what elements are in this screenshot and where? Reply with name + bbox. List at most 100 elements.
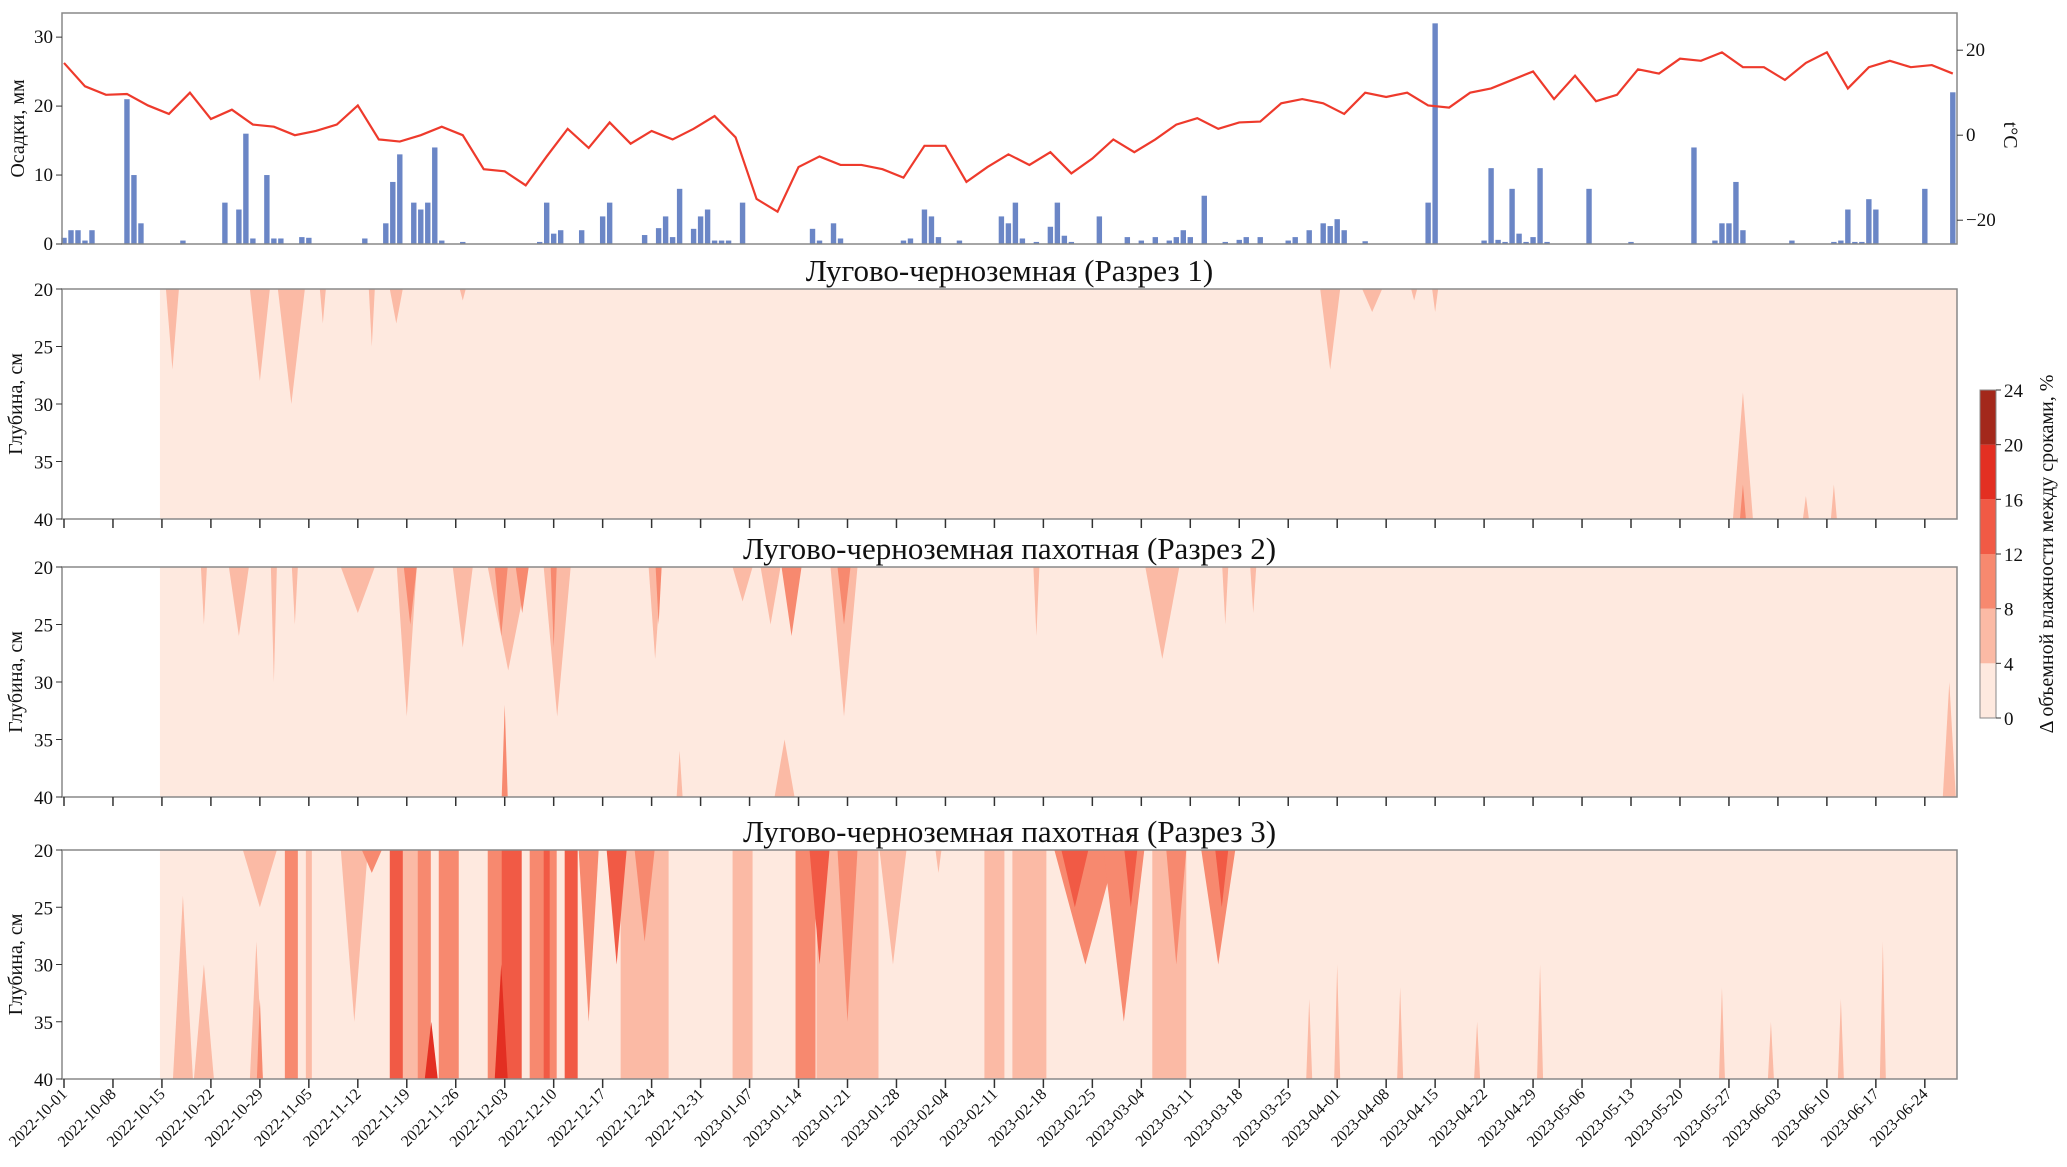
precipitation-bar <box>1173 237 1179 244</box>
heatmap-contour <box>1320 289 1341 370</box>
heatmap-contour <box>655 567 662 625</box>
top-panel-frame <box>61 12 1958 245</box>
precipitation-bar <box>1537 168 1543 244</box>
heatmap-contour <box>935 850 942 873</box>
heatmap-contour <box>228 567 249 636</box>
precipitation-bar <box>669 237 676 244</box>
heatmap-contour <box>1334 964 1341 1079</box>
ytick-label: 40 <box>34 788 53 809</box>
precipitation-bar <box>697 216 704 244</box>
precipitation-bar <box>1544 241 1550 244</box>
heatmap-contour <box>543 567 571 717</box>
precipitation-bar <box>397 154 403 244</box>
precipitation-bar <box>809 228 816 244</box>
ytick-label: 30 <box>34 395 53 416</box>
precipitation-bar <box>68 230 74 244</box>
ylabel-depth: Глубина, см <box>5 353 27 455</box>
heatmap-contour <box>1012 850 1047 1079</box>
precipitation-bar <box>1005 223 1012 244</box>
precipitation-bar <box>411 202 417 244</box>
precipitation-bar <box>1068 241 1075 244</box>
temperature-line <box>63 50 1954 214</box>
precipitation-bar <box>837 238 844 244</box>
precipitation-bar <box>250 238 256 244</box>
precipitation-bar <box>299 237 305 244</box>
heatmap-background <box>159 567 1958 797</box>
heatmap-contour <box>284 850 298 1079</box>
precipitation-bar <box>1425 202 1431 244</box>
heatmap-contour <box>368 289 375 347</box>
precipitation-bar <box>61 237 67 244</box>
precipitation-bar <box>432 147 438 244</box>
heatmap-contour <box>1830 484 1837 519</box>
precipitation-bar <box>1845 209 1851 244</box>
heatmap-contour <box>1942 682 1956 797</box>
heatmap-contour <box>361 850 382 873</box>
heatmap-contour <box>389 289 403 324</box>
heatmap-contour <box>1837 998 1844 1079</box>
precipitation-bar <box>739 202 746 244</box>
heatmap-contour <box>676 751 683 797</box>
heatmap-contour <box>837 850 858 1022</box>
heatmap-background <box>159 289 1958 519</box>
heatmap-contour <box>1103 850 1145 1022</box>
ytick-right-label: 0 <box>1966 125 1976 146</box>
precipitation-bar <box>1222 241 1228 244</box>
colorbar-segment <box>1980 390 1996 445</box>
precipitation-bar <box>690 228 697 244</box>
colorbar-tick-label: 8 <box>2004 600 2014 621</box>
heatmap-contour <box>1879 941 1886 1079</box>
precipitation-bar <box>124 99 130 244</box>
heatmap-contour <box>781 567 802 636</box>
precipitation-bar <box>1306 230 1312 244</box>
ytick-left-label: 30 <box>34 27 53 48</box>
ylabel-precipitation: Осадки, мм <box>7 79 29 178</box>
precipitation-bar <box>1950 92 1956 244</box>
heatmap-contour <box>1061 850 1089 908</box>
precipitation-bar <box>1201 195 1207 244</box>
heatmap-contour <box>606 850 627 965</box>
precipitation-bar <box>236 209 242 244</box>
ytick-label: 25 <box>34 616 53 637</box>
precipitation-bar <box>1859 241 1865 244</box>
precipitation-bar <box>243 133 249 244</box>
precipitation-bar <box>1873 209 1879 244</box>
precipitation-bar <box>278 238 284 244</box>
heatmap-panel-1: 20 25 30 35 40 Глубина, см Лугово-черноземная … <box>5 253 1958 531</box>
heatmap-contour <box>620 850 669 1079</box>
colorbar-tick-label: 16 <box>2004 490 2023 511</box>
precipitation-bar <box>1586 188 1592 244</box>
precipitation-bar <box>460 241 466 244</box>
heatmap-contour <box>795 850 816 1079</box>
heatmap-contour <box>732 567 753 602</box>
precipitation-bar <box>1733 181 1739 244</box>
heatmap-contour <box>1306 998 1313 1079</box>
precipitation-bar <box>1180 230 1186 244</box>
precipitation-bar <box>75 230 81 244</box>
heatmap-contour <box>459 289 466 301</box>
heatmap-contour <box>543 850 550 1079</box>
colorbar-segment <box>1980 554 1996 609</box>
precipitation-bar <box>536 241 543 244</box>
precipitation-bar <box>1838 240 1844 244</box>
precipitation-bar <box>1502 241 1508 244</box>
precipitation-bar <box>1922 188 1928 244</box>
precipitation-bar <box>998 216 1005 244</box>
heatmap-contour <box>578 850 599 1022</box>
heatmap-contour <box>1397 987 1404 1079</box>
ytick-label: 25 <box>34 898 53 919</box>
precipitation-bar <box>1243 237 1249 244</box>
heatmap-contour <box>389 850 403 1079</box>
heatmap-contour <box>1215 850 1229 908</box>
ytick-label: 35 <box>34 1013 53 1034</box>
precipitation-bar <box>1327 226 1333 244</box>
precipitation-bar <box>599 216 606 244</box>
ytick-label: 20 <box>34 280 53 301</box>
colorbar-tick-label: 24 <box>2004 381 2024 402</box>
ytick-label: 30 <box>34 673 53 694</box>
precipitation-bar <box>1866 199 1872 244</box>
precipitation-bar <box>1628 241 1634 244</box>
heatmap-contour <box>340 850 368 1022</box>
precipitation-bar <box>271 238 277 244</box>
heatmap-contour <box>501 850 522 1079</box>
